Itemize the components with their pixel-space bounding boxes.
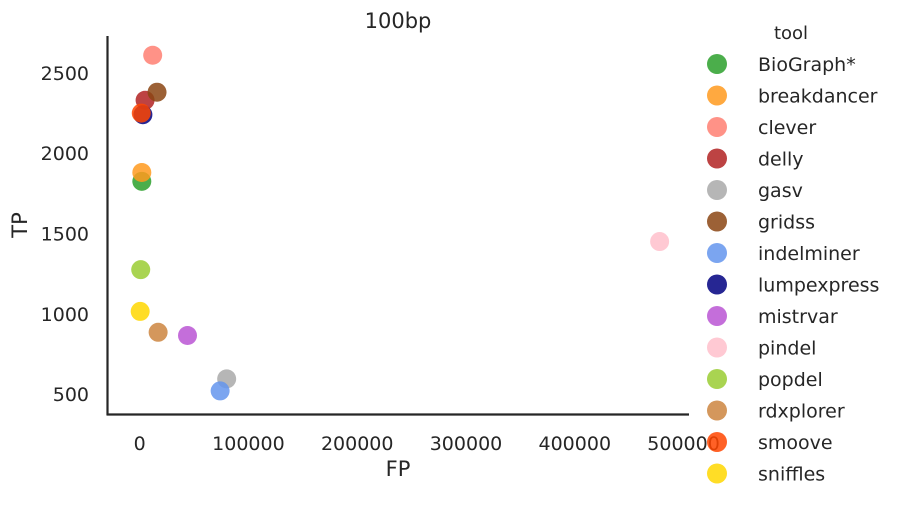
scatter-point: [178, 326, 198, 346]
x-tick-label: 200000: [321, 433, 394, 455]
y-tick-label: 2000: [41, 143, 89, 165]
x-tick-labels: 0 100000 200000 300000 400000 500000: [134, 433, 720, 455]
scatter-point: [147, 82, 167, 102]
legend-marker: [707, 211, 727, 232]
scatter-point: [132, 163, 152, 183]
legend-items: BioGraph* breakdancer clever delly gasv grids…: [707, 54, 879, 486]
legend: tool BioGraph* breakdancer clever delly gasv…: [707, 23, 879, 486]
legend-marker: [707, 117, 727, 137]
scatter-point: [131, 103, 151, 123]
legend-marker: [707, 180, 727, 200]
legend-label: pindel: [758, 338, 816, 360]
scatter-point: [130, 301, 150, 321]
y-tick-label: 1000: [41, 304, 89, 326]
legend-marker: [707, 369, 727, 389]
scatter-point: [210, 381, 230, 401]
x-tick-label: 0: [134, 433, 146, 455]
legend-label: BioGraph*: [758, 54, 856, 76]
legend-label: indelminer: [758, 243, 860, 265]
legend-label: popdel: [758, 369, 823, 391]
y-axis-label: TP: [8, 212, 32, 239]
legend-label: breakdancer: [758, 86, 878, 108]
plot-points: [130, 45, 670, 401]
y-tick-label: 1500: [41, 224, 89, 246]
legend-label: gasv: [758, 180, 803, 202]
scatter-point: [148, 322, 168, 342]
x-tick-label: 100000: [212, 433, 285, 455]
legend-marker: [707, 463, 727, 484]
y-tick-label: 2500: [41, 63, 89, 85]
legend-label: gridss: [758, 212, 815, 234]
legend-title: tool: [774, 23, 808, 44]
x-tick-label: 400000: [539, 433, 612, 455]
legend-marker: [707, 432, 727, 452]
x-tick-label: 500000: [647, 433, 720, 455]
scatter-point: [143, 45, 163, 65]
legend-marker: [707, 243, 727, 263]
legend-label: smoove: [758, 432, 833, 454]
legend-label: delly: [758, 149, 804, 171]
legend-marker: [707, 337, 727, 358]
x-axis-label: FP: [386, 457, 411, 481]
x-tick-label: 300000: [430, 433, 503, 455]
scatter-point: [650, 232, 670, 252]
legend-label: mistrvar: [758, 306, 838, 328]
legend-marker: [707, 400, 727, 421]
y-tick-labels: 500 1000 1500 2000 2500: [41, 63, 89, 406]
legend-marker: [707, 54, 727, 74]
legend-marker: [707, 274, 727, 295]
y-tick-label: 500: [53, 384, 89, 406]
legend-label: sniffles: [758, 464, 825, 486]
legend-marker: [707, 85, 727, 106]
legend-label: clever: [758, 117, 816, 139]
legend-marker: [707, 148, 727, 169]
chart-title: 100bp: [365, 9, 432, 33]
scatter-point: [131, 260, 151, 280]
legend-marker: [707, 306, 727, 326]
legend-label: rdxplorer: [758, 401, 845, 423]
legend-label: lumpexpress: [758, 275, 879, 297]
